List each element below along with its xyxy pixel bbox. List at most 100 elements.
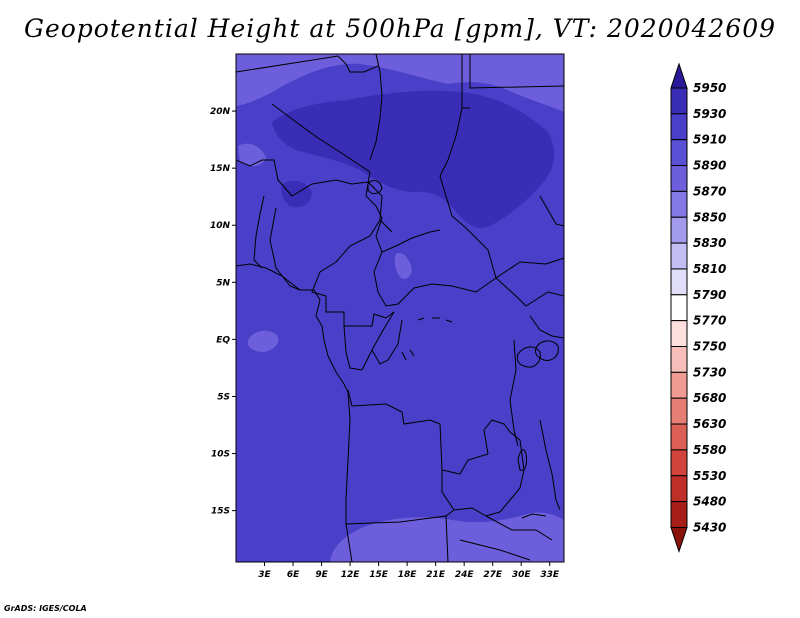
colorbar-label: 5910 xyxy=(693,133,726,147)
river-fragments xyxy=(417,317,453,323)
colorbar-triangle-bottom xyxy=(670,526,688,554)
colorbar-label: 5430 xyxy=(693,520,726,534)
border-gabon-cameroon xyxy=(325,296,395,327)
latitude-axis: 20N 15N 10N 5N EQ 5S 10S 15S xyxy=(210,107,236,517)
lat-tick-label: 15N xyxy=(210,164,231,174)
lon-tick-label: 12E xyxy=(341,570,361,580)
border-namibia-coast xyxy=(345,523,353,562)
lat-tick-label: EQ xyxy=(216,335,230,345)
border-zambia-east xyxy=(499,439,525,513)
lat-tick-label: 5N xyxy=(216,278,230,288)
border-chad-south xyxy=(365,171,441,253)
fill-5890-5910-core xyxy=(272,90,555,229)
longitude-axis: 3E 6E 9E 12E 15E 18E 21E 24E 27E 30E 33E xyxy=(258,562,560,580)
country-borders xyxy=(236,54,564,562)
border-niger-nigeria xyxy=(291,179,383,197)
border-benin xyxy=(253,195,265,269)
border-kenya-tanzania xyxy=(529,315,564,339)
map-title: Geopotential Height at 500hPa [gpm], VT:… xyxy=(23,14,777,43)
colorbar-swatch xyxy=(670,449,688,477)
border-botswana-south xyxy=(459,539,531,561)
border-nigeria-cameroon xyxy=(311,195,383,297)
lake-outline xyxy=(535,340,559,361)
colorbar-label: 5680 xyxy=(693,391,726,405)
colorbar-swatch xyxy=(670,501,688,528)
lake-malawi xyxy=(517,449,527,471)
colorbar-label: 5930 xyxy=(693,107,726,121)
colorbar-swatch xyxy=(670,190,688,218)
border-uganda-kenya xyxy=(525,291,564,307)
border-ethiopia xyxy=(539,195,564,227)
border-drc-angola xyxy=(347,389,489,475)
river-fragments xyxy=(401,349,415,361)
lat-tick-label: 10N xyxy=(210,221,231,231)
lake-victoria xyxy=(516,346,541,368)
colorbar-swatch xyxy=(670,423,688,451)
colorbar-label: 5730 xyxy=(693,365,726,379)
lon-tick-label: 21E xyxy=(426,570,446,580)
coastline-west xyxy=(236,263,351,524)
border-gabon-congo xyxy=(343,311,395,371)
colorbar-label: 5530 xyxy=(693,469,726,483)
border-egypt-sudan xyxy=(469,54,564,89)
grads-credit: GrADS: IGES/COLA xyxy=(4,604,87,613)
fill-5890-5910-patch xyxy=(281,180,312,208)
colorbar-swatch xyxy=(670,242,688,270)
colorbar-label: 5950 xyxy=(693,81,726,95)
lon-tick-label: 6E xyxy=(287,570,300,580)
colorbar-label: 5870 xyxy=(693,184,726,198)
lat-tick-label: 10S xyxy=(211,450,230,460)
colorbar-label: 5580 xyxy=(693,443,726,457)
colorbar-swatch xyxy=(670,294,688,322)
colorbar-swatch xyxy=(670,113,688,141)
colorbar-swatch xyxy=(670,87,688,115)
colorbar-label: 5850 xyxy=(693,210,726,224)
lat-tick-label: 5S xyxy=(217,392,230,402)
border-angola-namibia xyxy=(345,509,455,525)
border-cameroon-chad xyxy=(379,219,393,233)
border-algeria-libya xyxy=(369,54,383,161)
colorbar-label: 5890 xyxy=(693,159,726,173)
map-frame xyxy=(235,53,565,563)
lon-tick-label: 30E xyxy=(512,570,532,580)
border-tanzania-mozambique xyxy=(539,419,561,511)
map-field xyxy=(236,54,564,562)
colorbar-label: 5630 xyxy=(693,417,726,431)
colorbar-label: 5830 xyxy=(693,236,726,250)
colorbar-swatch xyxy=(670,397,688,425)
colorbar-swatch xyxy=(670,320,688,347)
border-angola-zambia xyxy=(441,470,501,517)
fill-5850-5870-patch xyxy=(238,143,266,167)
colorbar-label: 5750 xyxy=(693,340,726,354)
border-chad-sudan xyxy=(439,107,497,279)
border-algeria-north xyxy=(236,55,379,73)
lake-kariba xyxy=(521,513,547,519)
border-namibia-botswana xyxy=(445,515,449,562)
fill-5850-5870-north xyxy=(236,54,564,112)
colorbar-swatch xyxy=(670,475,688,503)
lat-tick-label: 15S xyxy=(211,507,230,517)
colorbar-label: 5790 xyxy=(693,288,726,302)
colorbar-swatch xyxy=(670,346,688,373)
lon-tick-label: 27E xyxy=(483,570,503,580)
colorbar-triangle-top xyxy=(670,62,688,89)
border-south-sudan xyxy=(495,257,564,279)
border-congo-drc xyxy=(371,319,403,365)
lon-tick-label: 24E xyxy=(455,570,475,580)
colorbar-swatch xyxy=(670,216,688,244)
lake-chad xyxy=(367,180,383,195)
lon-tick-label: 9E xyxy=(315,570,328,580)
lon-tick-label: 18E xyxy=(398,570,418,580)
colorbar-swatch xyxy=(670,165,688,192)
colorbar: 5950 5930 5910 5890 5870 5850 5830 5810 5790 5770… xyxy=(670,62,726,554)
lon-tick-label: 15E xyxy=(369,570,389,580)
fill-5850-5870-patch xyxy=(247,330,279,352)
border-car-drc xyxy=(373,251,527,307)
lon-tick-label: 3E xyxy=(258,570,271,580)
colorbar-label: 5480 xyxy=(693,495,726,509)
fill-5850-5870-patch xyxy=(394,252,412,279)
colorbar-label: 5770 xyxy=(693,314,726,328)
border-nigeria-west xyxy=(269,207,301,291)
colorbar-swatch xyxy=(670,268,688,296)
